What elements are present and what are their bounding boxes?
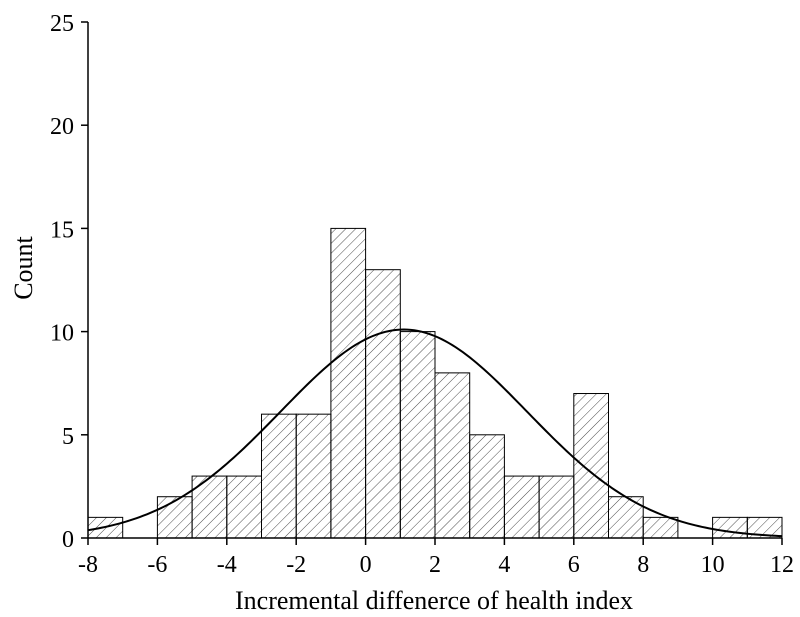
x-tick-label: 0 [360,552,372,578]
histogram-bar [226,475,263,539]
histogram-bar [712,516,748,539]
histogram-bars [87,227,783,539]
y-tick-label: 25 [50,11,74,37]
x-tick-label: 4 [498,552,510,578]
histogram-bar [191,475,228,539]
histogram-bar [469,434,505,539]
y-tick-label: 10 [50,321,74,347]
histogram-bar [399,331,436,539]
histogram-bar [330,227,367,539]
histogram-bar [642,516,679,539]
y-tick-label: 20 [50,114,74,140]
histogram-bar [503,475,540,539]
histogram-bar [573,393,609,539]
x-tick-label: 2 [429,552,441,578]
histogram-bar [365,269,401,539]
histogram-bar [538,475,575,539]
histogram-bar [261,413,297,539]
y-axis-title: Count [9,235,38,299]
y-tick-label: 15 [50,217,74,243]
histogram-bar [295,413,332,539]
x-tick-label: 8 [637,552,649,578]
x-tick-label: -4 [217,552,237,578]
y-tick-label: 0 [62,527,74,553]
x-tick-label: -2 [286,552,306,578]
histogram-bar [434,372,471,539]
x-tick-label: 12 [770,552,794,578]
normal-fit-curve [87,328,783,538]
x-tick-label: -8 [78,552,98,578]
histogram-bar [156,496,193,539]
x-tick-label: -6 [147,552,167,578]
y-tick-label: 5 [62,424,74,450]
x-axis-title: Incremental diffenerce of health index [235,586,633,615]
x-tick-label: 6 [568,552,580,578]
x-tick-label: 10 [701,552,725,578]
axes: -8 -6 -4 -2 0 2 4 6 8 10 12 0 5 10 15 20 25 [50,11,794,578]
